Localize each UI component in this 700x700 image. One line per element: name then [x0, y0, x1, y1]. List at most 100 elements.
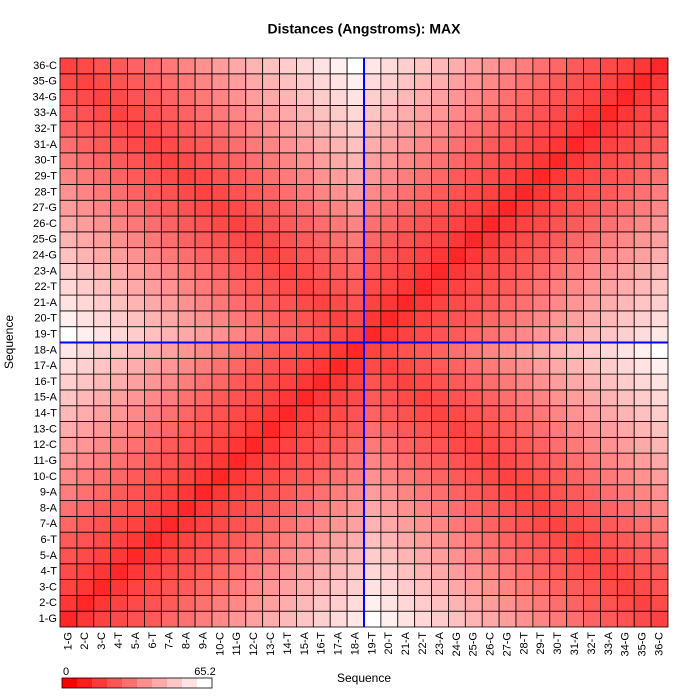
- heat-cell: [228, 610, 247, 628]
- heat-cell: [380, 405, 399, 422]
- heat-cell: [228, 294, 247, 312]
- heat-cell: [110, 231, 128, 249]
- heat-cell: [262, 105, 280, 122]
- heat-cell: [110, 152, 128, 170]
- heat-cell: [144, 105, 162, 122]
- heat-cell: [397, 610, 416, 628]
- heat-cell: [633, 263, 652, 280]
- heat-cell: [532, 515, 551, 533]
- heat-cell: [498, 89, 517, 106]
- heat-cell: [245, 357, 264, 375]
- heat-cell: [616, 405, 635, 422]
- heat-cell: [448, 136, 466, 154]
- heat-cell: [346, 310, 365, 328]
- heat-cell: [600, 452, 618, 470]
- heat-cell: [616, 215, 635, 233]
- heat-cell: [583, 500, 601, 517]
- heat-cell: [464, 373, 483, 391]
- heat-cell: [363, 373, 382, 391]
- heat-cell: [650, 152, 669, 170]
- heat-cell: [177, 326, 196, 343]
- heat-cell: [583, 105, 601, 122]
- heat-cell: [650, 547, 669, 565]
- heat-cell: [650, 357, 669, 375]
- heat-cell: [650, 89, 669, 106]
- heat-cell: [464, 231, 483, 249]
- heat-cell: [515, 136, 534, 154]
- heat-cell: [363, 57, 382, 75]
- heat-cell: [127, 152, 145, 170]
- heat-cell: [279, 247, 297, 264]
- heat-cell: [448, 247, 466, 264]
- heat-cell: [59, 73, 78, 91]
- heat-cell: [566, 357, 584, 375]
- heat-cell: [549, 247, 568, 264]
- heat-cell: [650, 405, 669, 422]
- heat-cell: [397, 215, 416, 233]
- heat-cell: [414, 215, 432, 233]
- heat-cell: [633, 342, 652, 359]
- heat-cell: [93, 73, 112, 91]
- x-tick-label: 36-C: [653, 632, 665, 656]
- heat-cell: [566, 326, 584, 343]
- heat-cell: [481, 357, 500, 375]
- heat-cell: [380, 57, 399, 75]
- heat-cell: [160, 215, 179, 233]
- y-tick-label: 9-A: [40, 487, 58, 499]
- heat-cell: [110, 199, 128, 217]
- heat-cell: [600, 594, 618, 612]
- heat-cell: [245, 563, 264, 580]
- heat-cell: [583, 89, 601, 106]
- heat-cell: [363, 310, 382, 328]
- x-tick-label: 5-A: [130, 631, 142, 649]
- heat-cell: [346, 594, 365, 612]
- heat-cell: [329, 610, 348, 628]
- heat-cell: [464, 73, 483, 91]
- heat-cell: [583, 231, 601, 249]
- heat-cell: [228, 500, 247, 517]
- heat-cell: [312, 357, 331, 375]
- heat-cell: [464, 563, 483, 580]
- heat-cell: [110, 89, 128, 106]
- x-tick-label: 1-G: [62, 632, 74, 650]
- heat-cell: [127, 373, 145, 391]
- heat-cell: [633, 405, 652, 422]
- heat-cell: [549, 342, 568, 359]
- heat-cell: [448, 120, 466, 138]
- heat-cell: [532, 389, 551, 407]
- x-tick-label: 11-G: [231, 632, 243, 656]
- heat-cell: [76, 531, 95, 549]
- heat-cell: [380, 168, 399, 185]
- heat-cell: [346, 105, 365, 122]
- heat-cell: [262, 57, 280, 75]
- heat-cell: [600, 563, 618, 580]
- heat-cell: [566, 500, 584, 517]
- heat-cell: [464, 468, 483, 486]
- heat-cell: [194, 373, 213, 391]
- heat-cell: [160, 278, 179, 296]
- heat-cell: [498, 168, 517, 185]
- heat-cell: [245, 152, 264, 170]
- heat-cell: [498, 610, 517, 628]
- heat-cell: [312, 421, 331, 438]
- heat-cell: [363, 136, 382, 154]
- heat-cell: [633, 168, 652, 185]
- heat-cell: [127, 436, 145, 454]
- heat-cell: [498, 547, 517, 565]
- heat-cell: [448, 310, 466, 328]
- heat-cell: [616, 531, 635, 549]
- heat-cell: [127, 579, 145, 596]
- heat-cell: [312, 547, 331, 565]
- heat-cell: [498, 531, 517, 549]
- heat-cell: [616, 57, 635, 75]
- heat-cell: [616, 199, 635, 217]
- heat-cell: [93, 263, 112, 280]
- heat-cell: [650, 389, 669, 407]
- heat-cell: [262, 168, 280, 185]
- heat-cell: [498, 278, 517, 296]
- heat-cell: [498, 199, 517, 217]
- heat-cell: [431, 310, 449, 328]
- heat-cell: [211, 57, 230, 75]
- x-tick-label: 25-G: [468, 632, 480, 656]
- heat-cell: [363, 105, 382, 122]
